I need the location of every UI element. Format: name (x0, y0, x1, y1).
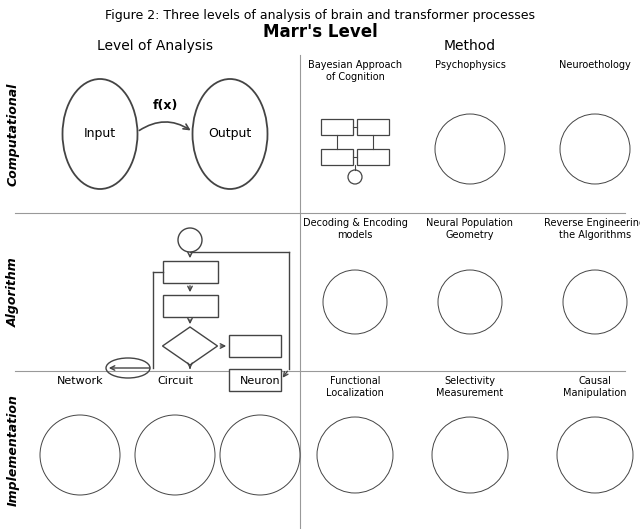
Text: Bayesian Approach
of Cognition: Bayesian Approach of Cognition (308, 60, 402, 81)
Text: Computational: Computational (6, 83, 19, 186)
Text: Network: Network (57, 376, 103, 386)
Text: Method: Method (444, 39, 496, 53)
Text: Figure 2: Three levels of analysis of brain and transformer processes: Figure 2: Three levels of analysis of br… (105, 9, 535, 22)
Text: Implementation: Implementation (6, 394, 19, 506)
Text: f(x): f(x) (152, 99, 178, 112)
FancyBboxPatch shape (357, 149, 389, 165)
Text: Selectivity
Measurement: Selectivity Measurement (436, 376, 504, 398)
Text: Psychophysics: Psychophysics (435, 60, 506, 70)
Text: Functional
Localization: Functional Localization (326, 376, 384, 398)
FancyBboxPatch shape (229, 369, 281, 391)
Text: Marr's Level: Marr's Level (262, 23, 378, 41)
Text: Input: Input (84, 127, 116, 141)
Text: Level of Analysis: Level of Analysis (97, 39, 213, 53)
FancyBboxPatch shape (163, 295, 218, 317)
Text: Algorithm: Algorithm (6, 257, 19, 327)
FancyBboxPatch shape (321, 119, 353, 135)
Text: Causal
Manipulation: Causal Manipulation (563, 376, 627, 398)
Text: Decoding & Encoding
models: Decoding & Encoding models (303, 218, 408, 240)
Text: Neural Population
Geometry: Neural Population Geometry (426, 218, 513, 240)
Text: Circuit: Circuit (157, 376, 193, 386)
Text: Neuron: Neuron (240, 376, 280, 386)
Text: Reverse Engineering
the Algorithms: Reverse Engineering the Algorithms (545, 218, 640, 240)
FancyBboxPatch shape (229, 335, 281, 357)
Text: Neuroethology: Neuroethology (559, 60, 631, 70)
FancyBboxPatch shape (163, 261, 218, 283)
FancyBboxPatch shape (321, 149, 353, 165)
Text: Output: Output (209, 127, 252, 141)
FancyBboxPatch shape (357, 119, 389, 135)
